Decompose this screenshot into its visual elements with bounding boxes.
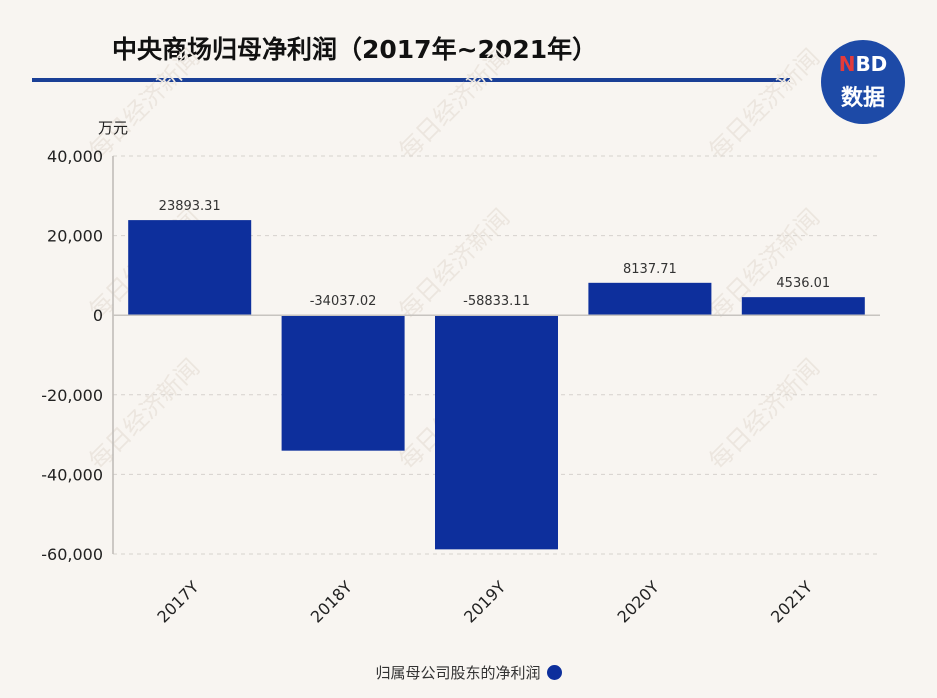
watermark-text: 每日经济新闻 xyxy=(704,354,826,476)
y-tick-label: 0 xyxy=(93,306,103,325)
watermark-text: 每日经济新闻 xyxy=(84,354,206,476)
y-tick-label: 20,000 xyxy=(47,227,103,246)
watermark-text: 每日经济新闻 xyxy=(704,44,826,166)
y-tick-label: -40,000 xyxy=(41,465,103,484)
bars xyxy=(128,220,865,550)
x-tick-label: 2020Y xyxy=(614,577,663,626)
title-underline xyxy=(32,78,790,82)
legend-swatch xyxy=(546,665,562,680)
logo-nbd-text: NBD xyxy=(838,52,888,76)
y-tick-label: -60,000 xyxy=(41,545,103,564)
x-tick-label: 2017Y xyxy=(153,577,202,626)
x-tick-label: 2021Y xyxy=(767,577,816,626)
logo-data-text: 数据 xyxy=(840,86,885,111)
legend: 归属母公司股东的净利润 xyxy=(0,662,937,683)
y-axis: 万元 40,000 20,000 0 -20,000 -40,000 -60,000 xyxy=(41,119,128,564)
x-tick-label: 2018Y xyxy=(307,577,356,626)
data-label: 4536.01 xyxy=(776,276,830,291)
y-tick-label: 40,000 xyxy=(47,147,103,166)
data-label: -58833.11 xyxy=(463,294,530,309)
y-tick-label: -20,000 xyxy=(41,386,103,405)
legend-label: 归属母公司股东的净利润 xyxy=(375,664,541,682)
nbd-data-logo: NBD 数据 xyxy=(821,40,905,124)
x-tick-label: 2019Y xyxy=(460,577,509,626)
data-label: 8137.71 xyxy=(623,262,677,277)
bar xyxy=(281,315,405,451)
bar xyxy=(741,297,865,316)
data-labels: 23893.31 -34037.02 -58833.11 8137.71 4536.01 xyxy=(159,199,830,309)
page-title: 中央商场归母净利润（2017年~2021年） xyxy=(112,35,598,64)
watermark-text: 每日经济新闻 xyxy=(394,44,516,166)
data-label: 23893.31 xyxy=(159,199,221,214)
bar xyxy=(588,282,712,316)
data-label: -34037.02 xyxy=(310,294,377,309)
bar xyxy=(435,315,558,550)
bar xyxy=(128,220,252,316)
y-axis-unit: 万元 xyxy=(98,119,128,137)
